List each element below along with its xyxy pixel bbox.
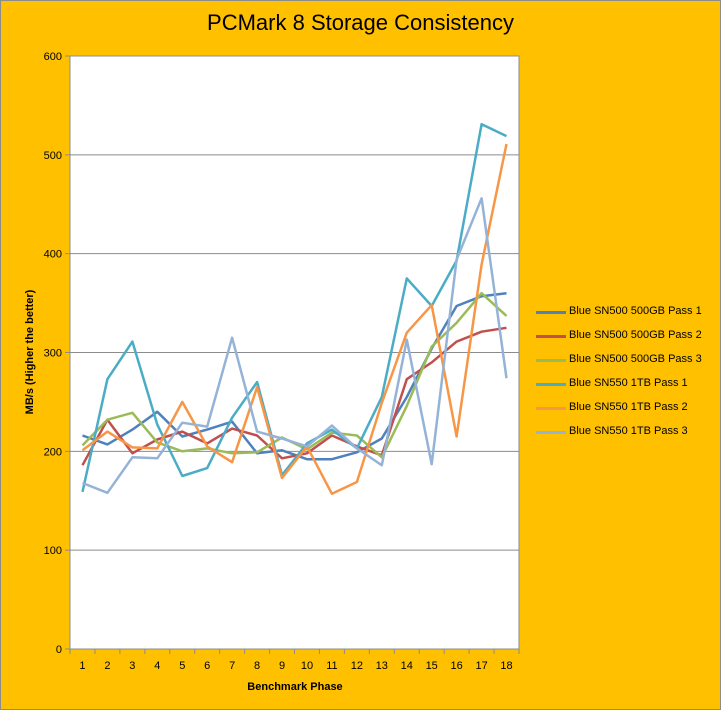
x-tick-label: 9 — [279, 660, 285, 672]
series-line-5 — [81, 143, 508, 496]
chart-title: PCMark 8 Storage Consistency — [207, 10, 514, 35]
series-line-6 — [82, 197, 508, 495]
gridlines — [70, 154, 519, 551]
x-tick-label: 1 — [79, 660, 85, 672]
x-tick-label: 4 — [154, 660, 160, 672]
x-tick-label: 10 — [301, 660, 313, 672]
x-tick-label: 14 — [401, 660, 413, 672]
series-line-4 — [81, 122, 508, 493]
x-tick-label: 11 — [326, 660, 337, 672]
y-tick-label: 200 — [44, 446, 62, 458]
x-axis-title: Benchmark Phase — [247, 681, 342, 693]
x-tick-label: 2 — [104, 660, 110, 672]
y-tick-label: 0 — [56, 644, 62, 656]
legend-swatch — [536, 359, 566, 362]
y-tick-label: 600 — [44, 51, 62, 63]
legend-swatch — [536, 335, 566, 338]
y-tick-label: 300 — [44, 348, 62, 360]
x-tick-label: 7 — [229, 660, 235, 672]
x-tick-label: 17 — [475, 660, 487, 672]
x-axis: 1 2 3 4 5 6 7 8 9 10 11 12 13 14 15 16 17 18 — [69, 649, 520, 672]
x-tick-label: 18 — [500, 660, 512, 672]
series-lines — [81, 122, 508, 496]
x-tick-label: 8 — [254, 660, 260, 672]
y-tick-label: 400 — [44, 249, 62, 261]
x-tick-label: 3 — [129, 660, 135, 672]
y-tick-label: 500 — [44, 150, 62, 162]
legend-label: Blue SN500 500GB Pass 3 — [569, 353, 702, 365]
x-tick-label: 6 — [204, 660, 210, 672]
legend-swatch — [536, 311, 566, 314]
legend-label: Blue SN500 500GB Pass 1 — [569, 305, 702, 317]
x-tick-label: 12 — [351, 660, 363, 672]
x-tick-label: 15 — [426, 660, 438, 672]
legend-swatch — [536, 431, 566, 434]
legend-label: Blue SN550 1TB Pass 2 — [569, 401, 688, 413]
x-tick-label: 5 — [179, 660, 185, 672]
y-axis-title: MB/s (Higher the better) — [24, 289, 36, 414]
legend-swatch — [536, 383, 566, 386]
y-tick-label: 100 — [44, 545, 62, 557]
y-axis: 0 100 200 300 400 500 600 — [44, 51, 70, 656]
legend-label: Blue SN550 1TB Pass 3 — [569, 425, 688, 437]
series-line-2 — [81, 326, 507, 466]
x-tick-label: 16 — [451, 660, 463, 672]
legend-label: Blue SN550 1TB Pass 1 — [569, 377, 688, 389]
legend-label: Blue SN500 500GB Pass 2 — [569, 329, 702, 341]
x-tick-label: 13 — [376, 660, 388, 672]
legend-swatch — [536, 407, 566, 410]
